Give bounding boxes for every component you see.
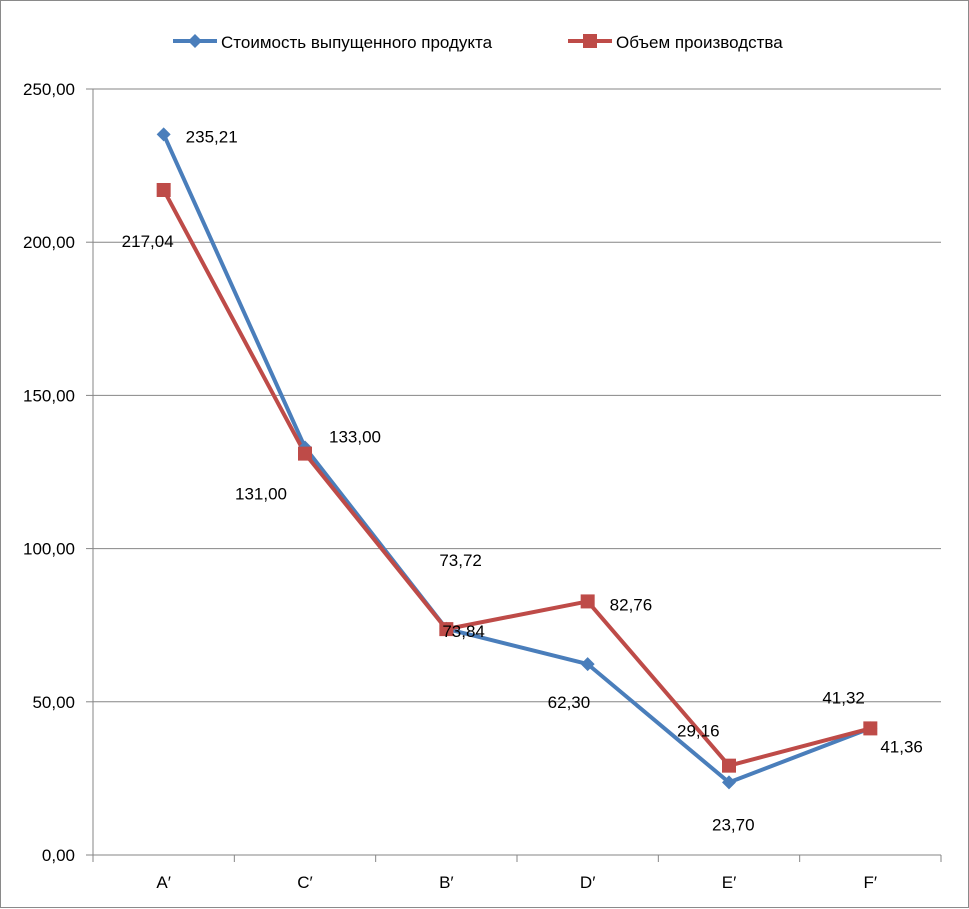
legend-marker-diamond — [188, 34, 202, 48]
series-line-1 — [161, 132, 873, 785]
data-label: 131,00 — [235, 485, 287, 504]
y-tick-label: 100,00 — [23, 540, 75, 559]
legend-label: Стоимость выпущенного продукта — [221, 33, 493, 52]
series-1-point — [580, 657, 595, 672]
y-tick-label: 150,00 — [23, 386, 75, 405]
x-tick-label: B′ — [439, 873, 454, 892]
y-tick-label: 50,00 — [32, 693, 75, 712]
series-line-2 — [161, 187, 873, 768]
data-label: 62,30 — [548, 693, 591, 712]
series-2-point — [863, 721, 878, 736]
y-tick-label: 200,00 — [23, 233, 75, 252]
x-tick-label: C′ — [297, 873, 312, 892]
data-label: 41,32 — [822, 688, 865, 707]
x-tick-label: D′ — [580, 873, 595, 892]
data-label: 41,36 — [880, 737, 923, 756]
legend-label: Объем производства — [616, 33, 783, 52]
series-1-point — [722, 775, 736, 790]
data-label: 73,72 — [439, 551, 482, 570]
x-tick-label: E′ — [722, 873, 737, 892]
x-tick-label: A′ — [156, 873, 171, 892]
data-label: 235,21 — [186, 127, 238, 146]
series-2-point — [156, 182, 171, 197]
series-2-point — [580, 594, 595, 609]
x-tick-label: F′ — [864, 873, 878, 892]
data-label: 23,70 — [712, 815, 755, 834]
y-tick-label: 250,00 — [23, 80, 75, 99]
data-label: 29,16 — [677, 722, 720, 741]
series-2-point — [298, 446, 312, 461]
data-label: 73,84 — [442, 622, 485, 641]
y-tick-label: 0,00 — [42, 846, 75, 865]
data-label: 133,00 — [329, 427, 381, 446]
series-2-point — [439, 622, 454, 637]
legend-marker-square — [583, 34, 597, 48]
data-label: 217,04 — [122, 232, 174, 251]
series-1-point — [156, 127, 171, 142]
data-label: 82,76 — [610, 595, 653, 614]
series-2-point — [722, 758, 736, 773]
